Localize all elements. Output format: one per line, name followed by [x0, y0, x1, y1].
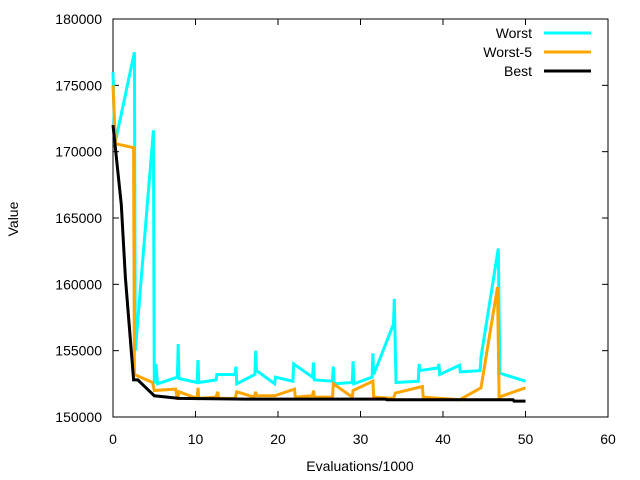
series-line-worst [111, 51, 526, 387]
chart-ticks: 0 10 20 30 40 50 60 150000 155000 160000 165000 170… [55, 11, 616, 447]
x-tick-label: 30 [353, 431, 369, 447]
plot-frame [112, 18, 609, 418]
chart-series [111, 51, 526, 403]
y-tick-label: 155000 [55, 343, 102, 359]
x-tick-label: 20 [270, 431, 286, 447]
legend-label-worst: Worst [496, 25, 532, 41]
y-tick-label: 175000 [55, 77, 102, 93]
legend-label-best: Best [504, 63, 532, 79]
y-axis-label: Value [5, 201, 21, 236]
y-tick-label: 180000 [55, 11, 102, 27]
x-tick-label: 60 [600, 431, 616, 447]
y-tick-label: 170000 [55, 144, 102, 160]
chart-axes [112, 18, 609, 418]
series-line-best [111, 124, 526, 403]
x-tick-label: 40 [435, 431, 451, 447]
y-tick-label: 165000 [55, 210, 102, 226]
x-tick-label: 10 [188, 431, 204, 447]
x-tick-label: 0 [109, 431, 117, 447]
y-tick-label: 150000 [55, 409, 102, 425]
chart-legend: Worst Worst-5 Best [483, 25, 591, 79]
series-line-worst-5 [111, 85, 526, 402]
legend-label-worst-5: Worst-5 [483, 44, 532, 60]
x-axis-label: Evaluations/1000 [306, 458, 414, 474]
x-tick-label: 50 [518, 431, 534, 447]
y-tick-label: 160000 [55, 276, 102, 292]
